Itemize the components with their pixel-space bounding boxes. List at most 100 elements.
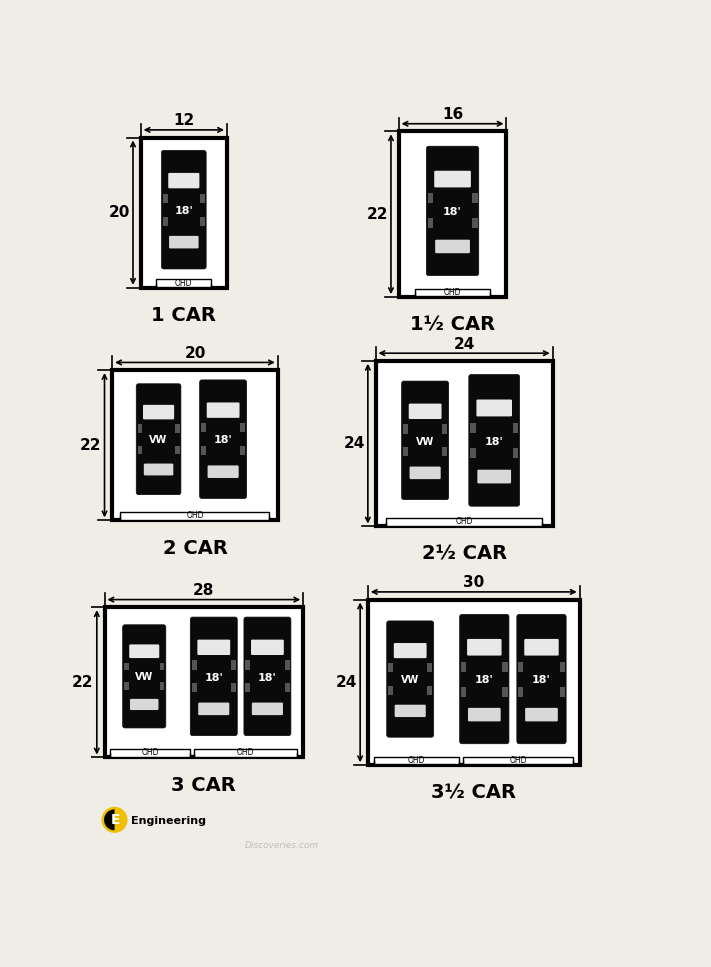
FancyBboxPatch shape: [207, 402, 240, 418]
FancyBboxPatch shape: [427, 146, 479, 276]
FancyBboxPatch shape: [469, 374, 520, 506]
Bar: [442, 425, 447, 433]
Bar: [472, 193, 478, 203]
Text: OHD: OHD: [141, 748, 159, 757]
Bar: [470, 423, 476, 433]
FancyBboxPatch shape: [410, 466, 441, 479]
Text: OHD: OHD: [186, 512, 204, 520]
Bar: [194, 749, 297, 757]
Bar: [399, 132, 506, 297]
Text: 3 CAR: 3 CAR: [171, 776, 236, 795]
Text: OHD: OHD: [455, 517, 473, 526]
FancyBboxPatch shape: [409, 403, 442, 419]
Text: E: E: [110, 813, 120, 827]
Bar: [231, 684, 236, 692]
Text: 2 CAR: 2 CAR: [163, 539, 228, 558]
Bar: [442, 447, 447, 456]
FancyBboxPatch shape: [161, 151, 206, 269]
FancyBboxPatch shape: [251, 639, 284, 655]
FancyBboxPatch shape: [169, 236, 198, 249]
Bar: [240, 446, 245, 455]
Text: 18': 18': [174, 206, 193, 216]
FancyBboxPatch shape: [198, 703, 230, 716]
Bar: [513, 423, 518, 433]
Bar: [284, 684, 289, 692]
Bar: [231, 660, 236, 669]
FancyBboxPatch shape: [200, 380, 247, 499]
Text: 12: 12: [173, 113, 194, 129]
Bar: [110, 749, 190, 757]
Bar: [375, 361, 552, 526]
Bar: [427, 219, 433, 228]
Bar: [374, 757, 459, 764]
FancyBboxPatch shape: [198, 639, 230, 655]
Bar: [163, 193, 168, 203]
Bar: [105, 607, 303, 757]
Bar: [461, 687, 466, 696]
Bar: [427, 686, 432, 694]
Text: 24: 24: [336, 675, 357, 689]
Bar: [245, 660, 250, 669]
Text: 18': 18': [532, 675, 551, 686]
FancyBboxPatch shape: [191, 617, 237, 736]
Bar: [160, 683, 164, 690]
Bar: [200, 217, 205, 225]
FancyBboxPatch shape: [394, 643, 427, 659]
Text: 28: 28: [193, 583, 215, 598]
Text: 24: 24: [343, 436, 365, 452]
Bar: [503, 687, 508, 696]
FancyBboxPatch shape: [143, 405, 174, 420]
Bar: [427, 193, 433, 203]
Bar: [403, 447, 408, 456]
Text: 18': 18': [475, 675, 493, 686]
Bar: [175, 425, 180, 433]
Bar: [175, 446, 180, 454]
Bar: [560, 687, 565, 696]
Bar: [201, 424, 206, 432]
FancyBboxPatch shape: [476, 399, 512, 417]
Bar: [163, 217, 168, 225]
Bar: [427, 663, 432, 672]
FancyBboxPatch shape: [402, 381, 449, 500]
Text: Engineering: Engineering: [131, 816, 205, 826]
FancyBboxPatch shape: [208, 465, 239, 478]
FancyBboxPatch shape: [468, 708, 501, 721]
Text: OHD: OHD: [444, 288, 461, 297]
Bar: [518, 661, 523, 671]
FancyBboxPatch shape: [144, 463, 173, 476]
Bar: [120, 512, 269, 519]
Text: 18': 18': [443, 207, 462, 218]
Bar: [240, 424, 245, 432]
Bar: [160, 662, 164, 670]
FancyBboxPatch shape: [137, 384, 181, 495]
Text: 22: 22: [73, 675, 94, 689]
FancyBboxPatch shape: [252, 703, 283, 716]
Bar: [191, 660, 197, 669]
Bar: [138, 425, 142, 433]
Text: 1 CAR: 1 CAR: [151, 306, 216, 325]
Text: 20: 20: [184, 346, 205, 361]
Wedge shape: [104, 809, 114, 831]
Bar: [403, 425, 408, 433]
Text: OHD: OHD: [408, 756, 425, 765]
Text: 2½ CAR: 2½ CAR: [422, 544, 507, 564]
Text: VW: VW: [416, 436, 434, 447]
Bar: [245, 684, 250, 692]
FancyBboxPatch shape: [169, 173, 199, 189]
Text: VW: VW: [135, 672, 154, 683]
FancyBboxPatch shape: [524, 639, 559, 656]
FancyBboxPatch shape: [467, 639, 501, 656]
Bar: [368, 600, 579, 765]
Bar: [191, 684, 197, 692]
Bar: [112, 370, 278, 520]
FancyBboxPatch shape: [395, 705, 426, 718]
Text: OHD: OHD: [237, 748, 255, 757]
Text: OHD: OHD: [510, 756, 527, 765]
FancyBboxPatch shape: [129, 644, 159, 659]
FancyBboxPatch shape: [435, 240, 470, 253]
Bar: [124, 683, 129, 690]
Text: 24: 24: [454, 337, 475, 352]
Bar: [461, 661, 466, 671]
FancyBboxPatch shape: [130, 699, 159, 710]
Text: 20: 20: [109, 205, 130, 220]
